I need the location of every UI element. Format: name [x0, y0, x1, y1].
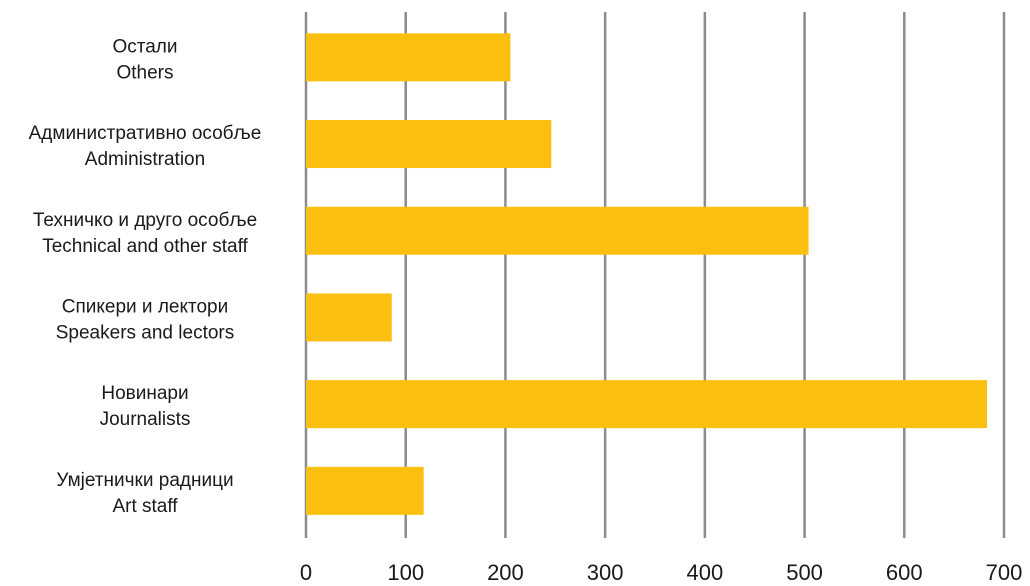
- category-label-6: Умјетнички радници Art staff: [56, 470, 233, 517]
- x-tick-label-600: 600: [886, 560, 923, 585]
- category-label-3: Техничко и друго особље Technical and oth…: [33, 210, 257, 257]
- x-tick-label-500: 500: [786, 560, 823, 585]
- x-tick-label-300: 300: [587, 560, 624, 585]
- x-tick-label-400: 400: [686, 560, 723, 585]
- category-label-4: Спикери и лектори Speakers and lectors: [56, 296, 235, 343]
- x-tick-label-100: 100: [387, 560, 424, 585]
- x-tick-label-200: 200: [487, 560, 524, 585]
- bar-1: [306, 33, 511, 82]
- bar-4: [306, 293, 392, 342]
- gridlines: [304, 12, 1006, 538]
- bar-5: [306, 380, 988, 429]
- x-axis-tick-labels: 0 100 200 300 400 500 600 700: [300, 560, 1022, 585]
- x-tick-label-700: 700: [986, 560, 1023, 585]
- category-label-2: Административно особље Administration: [29, 123, 262, 170]
- bars: [306, 33, 988, 515]
- category-label-1: Остали Others: [112, 36, 177, 83]
- bar-3: [306, 206, 809, 255]
- bar-2: [306, 120, 552, 169]
- x-tick-label-0: 0: [300, 560, 312, 585]
- bar-6: [306, 466, 424, 515]
- category-label-5: Новинари Journalists: [100, 383, 191, 430]
- category-labels: Остали Others Административно особље Admini…: [29, 36, 262, 516]
